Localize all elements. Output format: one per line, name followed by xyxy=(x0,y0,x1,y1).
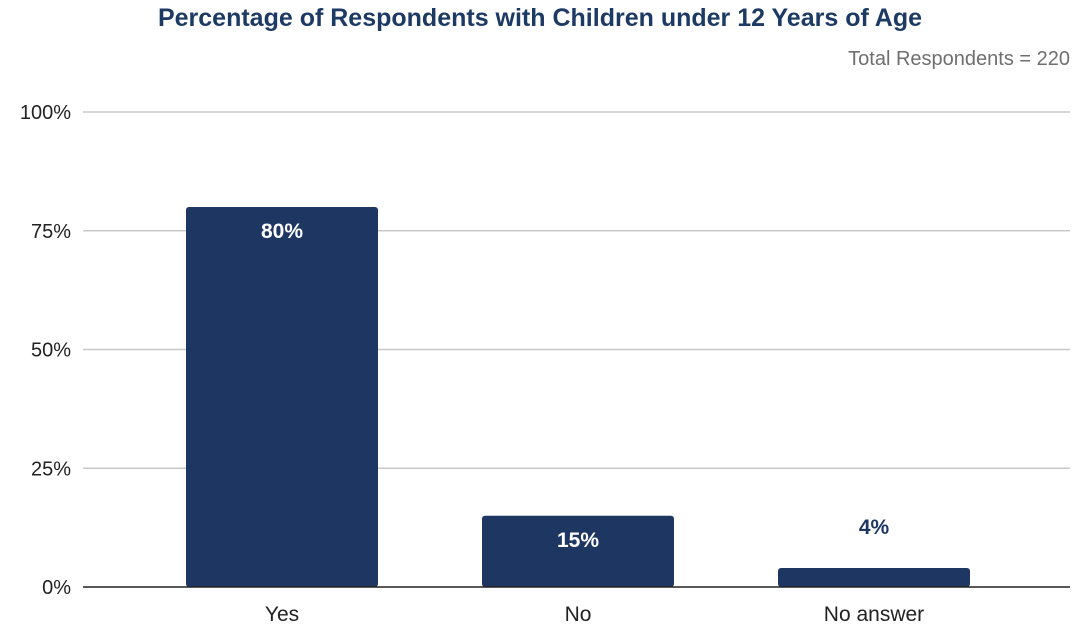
x-category-label: No answer xyxy=(824,603,924,626)
data-label: 4% xyxy=(859,516,890,539)
chart-title: Percentage of Respondents with Children … xyxy=(157,4,923,32)
y-tick-label: 0% xyxy=(42,577,71,599)
bars xyxy=(186,207,970,587)
bar-no xyxy=(482,515,674,587)
x-axis-categories: Yes No No answer xyxy=(265,603,924,626)
data-label: 15% xyxy=(557,529,599,552)
bar-no-answer xyxy=(778,568,970,587)
y-tick-label: 75% xyxy=(31,221,71,243)
y-tick-label: 100% xyxy=(20,102,71,124)
x-category-label: No xyxy=(565,603,592,626)
x-category-label: Yes xyxy=(265,603,299,626)
y-axis-ticks: 0% 25% 50% 75% 100% xyxy=(20,102,71,599)
chart-subtitle: Total Respondents = 220 xyxy=(848,48,1070,70)
data-labels: 80% 15% 4% xyxy=(261,220,890,552)
y-tick-label: 50% xyxy=(31,340,71,362)
bar-yes xyxy=(186,207,378,587)
data-label: 80% xyxy=(261,220,303,243)
y-tick-label: 25% xyxy=(31,458,71,480)
